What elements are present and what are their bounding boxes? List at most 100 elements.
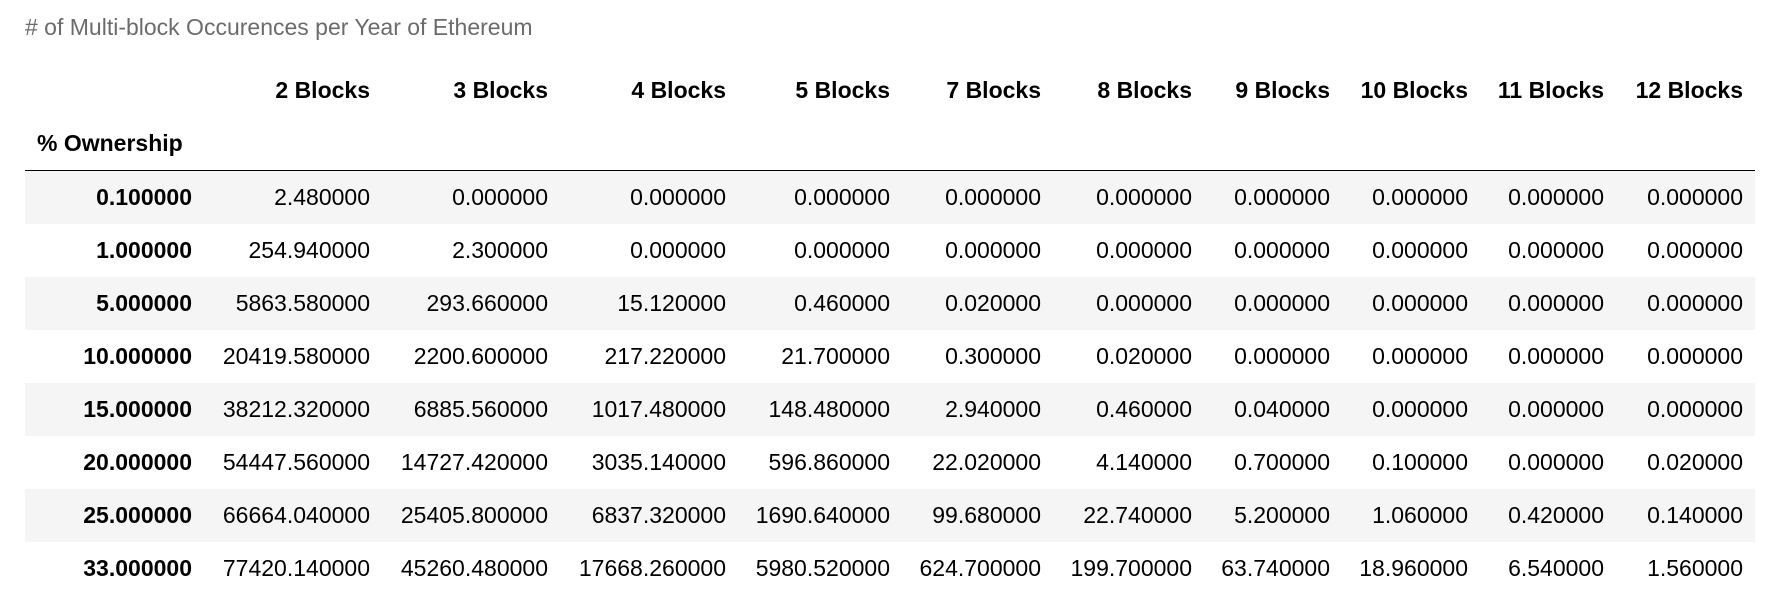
table-row: 1.000000 254.940000 2.300000 0.000000 0.0000…: [25, 224, 1755, 277]
row-index-cell: 20.000000: [83, 449, 192, 475]
table-row: 0.100000 2.480000 0.000000 0.000000 0.000000…: [25, 170, 1755, 224]
table-cell: 2200.600000: [413, 343, 548, 369]
table-cell: 45260.480000: [400, 555, 548, 581]
table-cell: 0.000000: [1647, 184, 1743, 210]
table-cell: 6885.560000: [413, 396, 548, 422]
row-index-cell: 10.000000: [83, 343, 192, 369]
table-cell: 0.000000: [1508, 237, 1604, 263]
table-cell: 0.000000: [1372, 396, 1468, 422]
table-body: 0.100000 2.480000 0.000000 0.000000 0.000000…: [25, 170, 1755, 595]
table-cell: 4.140000: [1096, 449, 1192, 475]
table-row: 5.000000 5863.580000 293.660000 15.120000 0.…: [25, 277, 1755, 330]
table-cell: 0.000000: [1096, 237, 1192, 263]
table-cell: 199.700000: [1070, 555, 1192, 581]
table-cell: 2.940000: [945, 396, 1041, 422]
table-cell: 66664.040000: [222, 502, 370, 528]
table-cell: 0.140000: [1647, 502, 1743, 528]
table-header: 2 Blocks 3 Blocks 4 Blocks 5 Blocks 7 Bl…: [25, 64, 1755, 171]
table-cell: 38212.320000: [222, 396, 370, 422]
table-cell: 0.000000: [945, 184, 1041, 210]
table-row: 33.000000 77420.140000 45260.480000 17668.2…: [25, 542, 1755, 595]
table-cell: 0.000000: [1372, 237, 1468, 263]
table-cell: 0.000000: [1372, 343, 1468, 369]
table-cell: 0.000000: [1372, 290, 1468, 316]
row-index-cell: 0.100000: [96, 184, 192, 210]
table-cell: 5863.580000: [235, 290, 370, 316]
table-cell: 0.020000: [1096, 343, 1192, 369]
dataframe-table: 2 Blocks 3 Blocks 4 Blocks 5 Blocks 7 Bl…: [25, 64, 1755, 595]
index-name-row: % Ownership: [25, 117, 1755, 171]
row-index-cell: 1.000000: [96, 237, 192, 263]
table-cell: 0.000000: [1508, 396, 1604, 422]
table-cell: 0.000000: [1647, 396, 1743, 422]
column-header: 5 Blocks: [795, 77, 890, 103]
table-cell: 0.000000: [1508, 290, 1604, 316]
table-cell: 5.200000: [1234, 502, 1330, 528]
table-cell: 0.000000: [1508, 449, 1604, 475]
table-row: 15.000000 38212.320000 6885.560000 1017.480…: [25, 383, 1755, 436]
table-row: 25.000000 66664.040000 25405.800000 6837.32…: [25, 489, 1755, 542]
index-name-label: % Ownership: [25, 117, 204, 171]
column-header: 12 Blocks: [1635, 77, 1743, 103]
table-cell: 0.000000: [1234, 343, 1330, 369]
table-cell: 5980.520000: [755, 555, 890, 581]
table-cell: 0.000000: [1508, 184, 1604, 210]
table-cell: 0.420000: [1508, 502, 1604, 528]
table-caption: # of Multi-block Occurences per Year of …: [25, 14, 533, 40]
table-cell: 2.480000: [274, 184, 370, 210]
column-header: 9 Blocks: [1235, 77, 1330, 103]
table-cell: 293.660000: [426, 290, 548, 316]
table-cell: 14727.420000: [400, 449, 548, 475]
table-cell: 0.460000: [1096, 396, 1192, 422]
column-header-row: 2 Blocks 3 Blocks 4 Blocks 5 Blocks 7 Bl…: [25, 64, 1755, 117]
table-cell: 0.000000: [945, 237, 1041, 263]
table-cell: 6837.320000: [591, 502, 726, 528]
table-cell: 1.060000: [1372, 502, 1468, 528]
table-cell: 1017.480000: [591, 396, 726, 422]
row-index-cell: 15.000000: [83, 396, 192, 422]
table-cell: 21.700000: [781, 343, 890, 369]
table-cell: 0.000000: [1234, 184, 1330, 210]
row-index-cell: 25.000000: [83, 502, 192, 528]
table-cell: 0.000000: [794, 184, 890, 210]
table-cell: 17668.260000: [578, 555, 726, 581]
column-header: 10 Blocks: [1360, 77, 1468, 103]
table-cell: 0.700000: [1234, 449, 1330, 475]
table-cell: 0.040000: [1234, 396, 1330, 422]
table-cell: 0.020000: [945, 290, 1041, 316]
table-cell: 0.000000: [1647, 290, 1743, 316]
table-cell: 0.000000: [630, 237, 726, 263]
header-corner: [25, 64, 204, 117]
table-cell: 22.020000: [932, 449, 1041, 475]
table-cell: 0.000000: [1508, 343, 1604, 369]
table-cell: 25405.800000: [400, 502, 548, 528]
table-cell: 99.680000: [932, 502, 1041, 528]
table-cell: 15.120000: [617, 290, 726, 316]
table-cell: 0.000000: [1647, 237, 1743, 263]
table-cell: 0.000000: [1096, 290, 1192, 316]
table-cell: 18.960000: [1359, 555, 1468, 581]
table-cell: 0.020000: [1647, 449, 1743, 475]
table-cell: 20419.580000: [222, 343, 370, 369]
table-cell: 0.000000: [630, 184, 726, 210]
table-cell: 3035.140000: [591, 449, 726, 475]
table-cell: 0.000000: [1234, 290, 1330, 316]
table-cell: 0.100000: [1372, 449, 1468, 475]
table-cell: 0.460000: [794, 290, 890, 316]
table-cell: 77420.140000: [222, 555, 370, 581]
table-cell: 0.300000: [945, 343, 1041, 369]
table-cell: 0.000000: [794, 237, 890, 263]
table-cell: 22.740000: [1083, 502, 1192, 528]
column-header: 2 Blocks: [275, 77, 370, 103]
table-cell: 6.540000: [1508, 555, 1604, 581]
column-header: 11 Blocks: [1497, 77, 1604, 103]
column-header: 3 Blocks: [453, 77, 548, 103]
table-cell: 0.000000: [1647, 343, 1743, 369]
table-row: 10.000000 20419.580000 2200.600000 217.2200…: [25, 330, 1755, 383]
table-cell: 54447.560000: [222, 449, 370, 475]
table-cell: 1.560000: [1647, 555, 1743, 581]
table-cell: 254.940000: [248, 237, 370, 263]
table-cell: 217.220000: [604, 343, 726, 369]
table-cell: 0.000000: [1372, 184, 1468, 210]
table-cell: 148.480000: [768, 396, 890, 422]
